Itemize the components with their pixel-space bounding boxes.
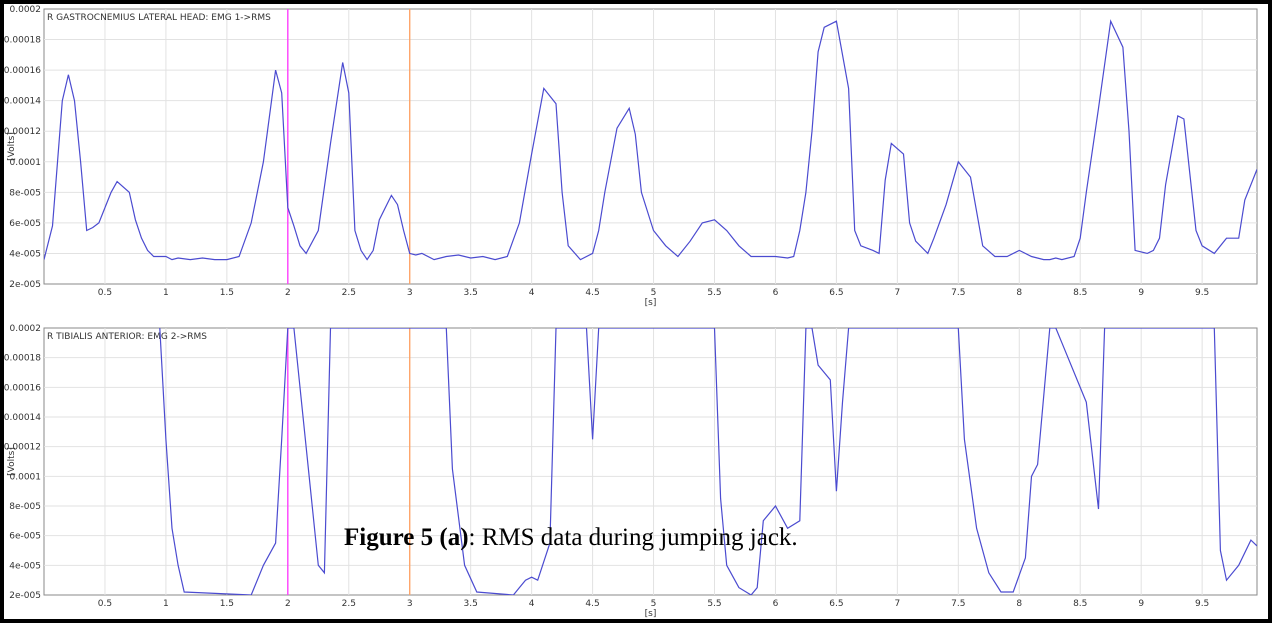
- y-tick-label: 2e-005: [9, 591, 41, 601]
- x-tick-label: 2.5: [342, 288, 356, 298]
- plot-title: R GASTROCNEMIUS LATERAL HEAD: EMG 1->RMS: [47, 13, 271, 23]
- figure-caption: Figure 5 (a): RMS data during jumping ja…: [344, 524, 798, 552]
- x-tick-label: 3: [407, 599, 413, 609]
- x-tick-label: 0.5: [98, 288, 112, 298]
- y-tick-label: 6e-005: [9, 532, 41, 542]
- x-tick-label: 5.5: [707, 599, 721, 609]
- chart-panel-2: 0.5 1 1.5 2 2.5 3 3.5 4 4.5 5 5.5 6 6.5 7 7.5 8 8.5 9 9.5 2…: [4, 324, 1258, 619]
- y-tick-label: 0.00014: [4, 97, 41, 107]
- y-tick-label: 4e-005: [9, 561, 41, 571]
- plot-title: R TIBIALIS ANTERIOR: EMG 2->RMS: [47, 332, 207, 342]
- y-tick-label: 0.0002: [10, 324, 42, 334]
- caption-label: Figure 5: [344, 524, 434, 551]
- y-axis-label: [Volts]: [7, 132, 17, 161]
- x-tick-label: 5.5: [707, 288, 721, 298]
- x-tick-label: 8.5: [1073, 288, 1087, 298]
- y-tick-label: 8e-005: [9, 188, 41, 198]
- x-axis-label: [s]: [645, 609, 657, 619]
- y-tick-label: 0.00014: [4, 413, 41, 423]
- x-tick-label: 2.5: [342, 599, 356, 609]
- x-tick-label: 7.5: [951, 288, 965, 298]
- plot-area: [43, 327, 1258, 596]
- x-tick-label: 8: [1016, 288, 1022, 298]
- y-tick-label: 0.00016: [4, 66, 41, 76]
- x-tick-label: 9: [1138, 288, 1144, 298]
- y-tick-label: 0.00012: [4, 443, 41, 453]
- y-tick-label: 0.00016: [4, 383, 41, 393]
- x-tick-label: 5: [651, 288, 657, 298]
- emg-rms-series-line: [44, 19, 1257, 261]
- x-tick-label: 7: [894, 288, 900, 298]
- y-axis-label: [Volts]: [7, 447, 17, 476]
- x-tick-label: 7.5: [951, 599, 965, 609]
- x-tick-label: 0.5: [98, 599, 112, 609]
- x-tick-label: 1: [163, 288, 169, 298]
- x-tick-label: 1.5: [220, 599, 234, 609]
- x-tick-label: 6.5: [829, 288, 843, 298]
- y-tick-label: 6e-005: [9, 219, 41, 229]
- x-axis-label: [s]: [645, 298, 657, 308]
- y-tick-label: 4e-005: [9, 249, 41, 259]
- y-tick-label: 0.0001: [10, 158, 42, 168]
- y-tick-label: 0.00018: [4, 354, 41, 364]
- y-tick-label: 8e-005: [9, 502, 41, 512]
- x-tick-label: 4: [529, 599, 535, 609]
- x-tick-label: 2: [285, 599, 291, 609]
- chart-panel-1: 0.5 1 1.5 2 2.5 3 3.5 4 4.5 5 5.5 6 6.5 7 7.5 8 8.5 9 9.5 2…: [4, 5, 1258, 308]
- x-tick-label: 8: [1016, 599, 1022, 609]
- x-tick-label: 6: [773, 288, 779, 298]
- x-tick-label: 4.5: [585, 599, 599, 609]
- x-tick-label: 3: [407, 288, 413, 298]
- x-tick-label: 9.5: [1195, 599, 1209, 609]
- x-tick-label: 4: [529, 288, 535, 298]
- x-tick-label: 6: [773, 599, 779, 609]
- x-tick-label: 3.5: [464, 288, 478, 298]
- x-tick-label: 9: [1138, 599, 1144, 609]
- y-tick-label: 0.0002: [10, 5, 42, 15]
- y-tick-label: 0.00018: [4, 36, 41, 46]
- plot-area: [43, 8, 1258, 285]
- x-tick-label: 7: [894, 599, 900, 609]
- x-tick-label: 3.5: [464, 599, 478, 609]
- x-tick-label: 1.5: [220, 288, 234, 298]
- y-tick-label: 0.0001: [10, 472, 42, 482]
- x-tick-label: 9.5: [1195, 288, 1209, 298]
- emg-rms-series-line: [159, 328, 1257, 595]
- x-tick-label: 1: [163, 599, 169, 609]
- caption-part: (a): [439, 524, 469, 551]
- x-tick-label: 8.5: [1073, 599, 1087, 609]
- y-tick-label: 2e-005: [9, 280, 41, 290]
- caption-text: : RMS data during jumping jack.: [468, 524, 798, 551]
- x-tick-label: 4.5: [585, 288, 599, 298]
- x-tick-label: 6.5: [829, 599, 843, 609]
- x-tick-label: 2: [285, 288, 291, 298]
- x-tick-label: 5: [651, 599, 657, 609]
- emg-rms-figure: 0.5 1 1.5 2 2.5 3 3.5 4 4.5 5 5.5 6 6.5 7 7.5 8 8.5 9 9.5 2…: [4, 5, 1258, 619]
- y-tick-label: 0.00012: [4, 127, 41, 137]
